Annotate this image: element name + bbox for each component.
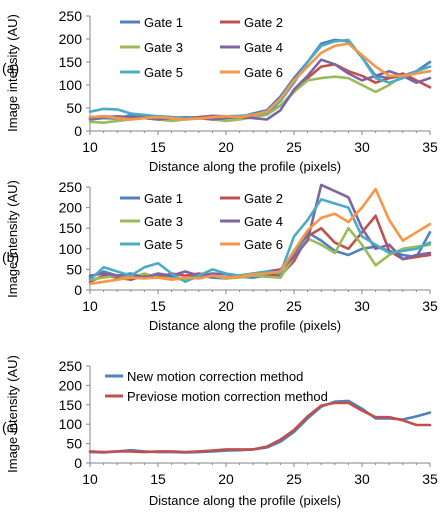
x-tick-label: 10 <box>82 298 98 314</box>
y-axis-title: Image intensity (AU) <box>5 180 20 298</box>
x-tick-label: 25 <box>286 139 302 155</box>
x-tick-label: 35 <box>422 298 438 314</box>
legend: Gate 1 Gate 2 Gate 3 Gate 4 Gate 5 Gate 6 <box>120 15 283 80</box>
chart-panel-1: 0 50 100 150 200 250 10 15 20 25 30 35 Distance alon… <box>2 8 438 174</box>
x-tick-label: 15 <box>150 298 166 314</box>
x-tick-label: 20 <box>218 139 234 155</box>
legend-entry-label: Gate 2 <box>244 15 283 30</box>
x-tick-label: 30 <box>354 298 370 314</box>
y-tick-label: 200 <box>59 31 83 47</box>
legend-entry-label: Gate 4 <box>244 214 283 229</box>
x-tick-label: 35 <box>422 139 438 155</box>
y-tick-label: 250 <box>59 8 83 24</box>
chart-panel-3: 0 50 100 150 200 250 10 15 20 25 30 35 Distance alon… <box>2 355 438 508</box>
series-line-previose-motion-correction-method <box>88 401 432 454</box>
y-tick-label: 0 <box>74 455 82 471</box>
panel-label: (a) <box>2 60 19 76</box>
legend-entry-label: Gate 5 <box>144 65 183 80</box>
legend-entry-label: Gate 2 <box>244 191 283 206</box>
legend: New motion correction method Previose mot… <box>105 369 328 404</box>
series-line-new-motion-correction-method <box>88 399 432 454</box>
x-tick-label: 20 <box>218 471 234 487</box>
legend-entry-label: Gate 1 <box>144 191 183 206</box>
legend-entry-label: Gate 3 <box>144 214 183 229</box>
series-line-gate-3 <box>88 226 432 282</box>
x-axis-title: Distance along the profile (pixels) <box>149 318 341 333</box>
y-tick-label: 100 <box>59 77 83 93</box>
legend-entry-label: Gate 3 <box>144 40 183 55</box>
y-tick-label: 100 <box>59 416 83 432</box>
y-axis-title: Image intensity (AU) <box>5 355 20 473</box>
y-tick-label: 50 <box>66 100 82 116</box>
series-line-gate-6 <box>88 187 432 286</box>
legend-entry-label: Gate 1 <box>144 15 183 30</box>
x-tick-label: 15 <box>150 471 166 487</box>
panel-label: (c) <box>2 419 18 435</box>
y-tick-label: 50 <box>66 436 82 452</box>
y-tick-label: 150 <box>59 397 83 413</box>
y-tick-label: 0 <box>74 123 82 139</box>
x-axis-title: Distance along the profile (pixels) <box>149 493 341 508</box>
x-tick-label: 10 <box>82 471 98 487</box>
x-tick-label: 20 <box>218 298 234 314</box>
panel-label: (b) <box>2 249 19 265</box>
x-tick-label: 25 <box>286 471 302 487</box>
legend-entry-label: Gate 6 <box>244 65 283 80</box>
series-line-gate-6 <box>88 42 432 121</box>
x-tick-label: 35 <box>422 471 438 487</box>
y-tick-label: 150 <box>59 54 83 70</box>
x-tick-label: 10 <box>82 139 98 155</box>
y-tick-label: 250 <box>59 358 83 374</box>
x-tick-label: 30 <box>354 139 370 155</box>
x-axis-title: Distance along the profile (pixels) <box>149 159 341 174</box>
x-tick-label: 30 <box>354 471 370 487</box>
x-tick-label: 25 <box>286 298 302 314</box>
y-axis-title: Image intensity (AU) <box>5 14 20 132</box>
chart-panel-2: 0 50 100 150 200 250 10 15 20 25 30 35 Distance alon… <box>2 179 438 333</box>
y-tick-label: 250 <box>59 179 83 195</box>
y-tick-label: 200 <box>59 200 83 216</box>
x-tick-label: 15 <box>150 139 166 155</box>
y-tick-label: 200 <box>59 377 83 393</box>
y-tick-label: 150 <box>59 220 83 236</box>
y-tick-label: 100 <box>59 241 83 257</box>
legend-entry-label: Gate 4 <box>244 40 283 55</box>
legend-entry-label: Previose motion correction method <box>127 389 328 404</box>
series-line-gate-5 <box>88 198 432 284</box>
legend-entry-label: Gate 5 <box>144 237 183 252</box>
y-tick-label: 50 <box>66 261 82 277</box>
legend-entry-label: Gate 6 <box>244 237 283 252</box>
legend-entry-label: New motion correction method <box>127 369 303 384</box>
y-tick-label: 0 <box>74 282 82 298</box>
legend: Gate 1 Gate 2 Gate 3 Gate 4 Gate 5 Gate 6 <box>120 191 283 252</box>
